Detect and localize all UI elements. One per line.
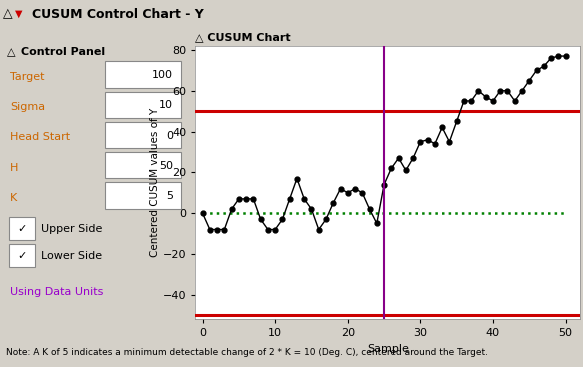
Y-axis label: Centered CUSUM values of Y: Centered CUSUM values of Y	[150, 108, 160, 257]
Text: △ CUSUM Chart: △ CUSUM Chart	[195, 32, 291, 42]
FancyBboxPatch shape	[9, 217, 34, 240]
Text: 100: 100	[152, 70, 173, 80]
Text: ▼: ▼	[15, 9, 22, 19]
Text: ✓: ✓	[17, 224, 27, 233]
Text: △: △	[6, 47, 15, 57]
Text: Note: A K of 5 indicates a minimum detectable change of 2 * K = 10 (Deg. C), cen: Note: A K of 5 indicates a minimum detec…	[6, 348, 488, 357]
FancyBboxPatch shape	[105, 91, 181, 118]
FancyBboxPatch shape	[105, 121, 181, 148]
Text: CUSUM Control Chart - Y: CUSUM Control Chart - Y	[32, 8, 204, 21]
Text: 50: 50	[159, 161, 173, 171]
FancyBboxPatch shape	[105, 152, 181, 178]
Text: H: H	[10, 163, 19, 172]
FancyBboxPatch shape	[105, 182, 181, 208]
Text: Upper Side: Upper Side	[41, 224, 102, 233]
Text: Control Panel: Control Panel	[21, 47, 105, 57]
Text: △: △	[3, 8, 13, 21]
Text: K: K	[10, 193, 17, 203]
Text: Head Start: Head Start	[10, 132, 71, 142]
FancyBboxPatch shape	[105, 61, 181, 88]
FancyBboxPatch shape	[9, 244, 34, 267]
X-axis label: Sample: Sample	[367, 344, 409, 354]
Text: Using Data Units: Using Data Units	[10, 287, 104, 297]
Text: 10: 10	[159, 101, 173, 110]
Text: 0: 0	[166, 131, 173, 141]
Text: 5: 5	[166, 191, 173, 201]
Text: Sigma: Sigma	[10, 102, 45, 112]
Text: ✓: ✓	[17, 251, 27, 261]
Text: Lower Side: Lower Side	[41, 251, 102, 261]
Text: Target: Target	[10, 72, 45, 82]
